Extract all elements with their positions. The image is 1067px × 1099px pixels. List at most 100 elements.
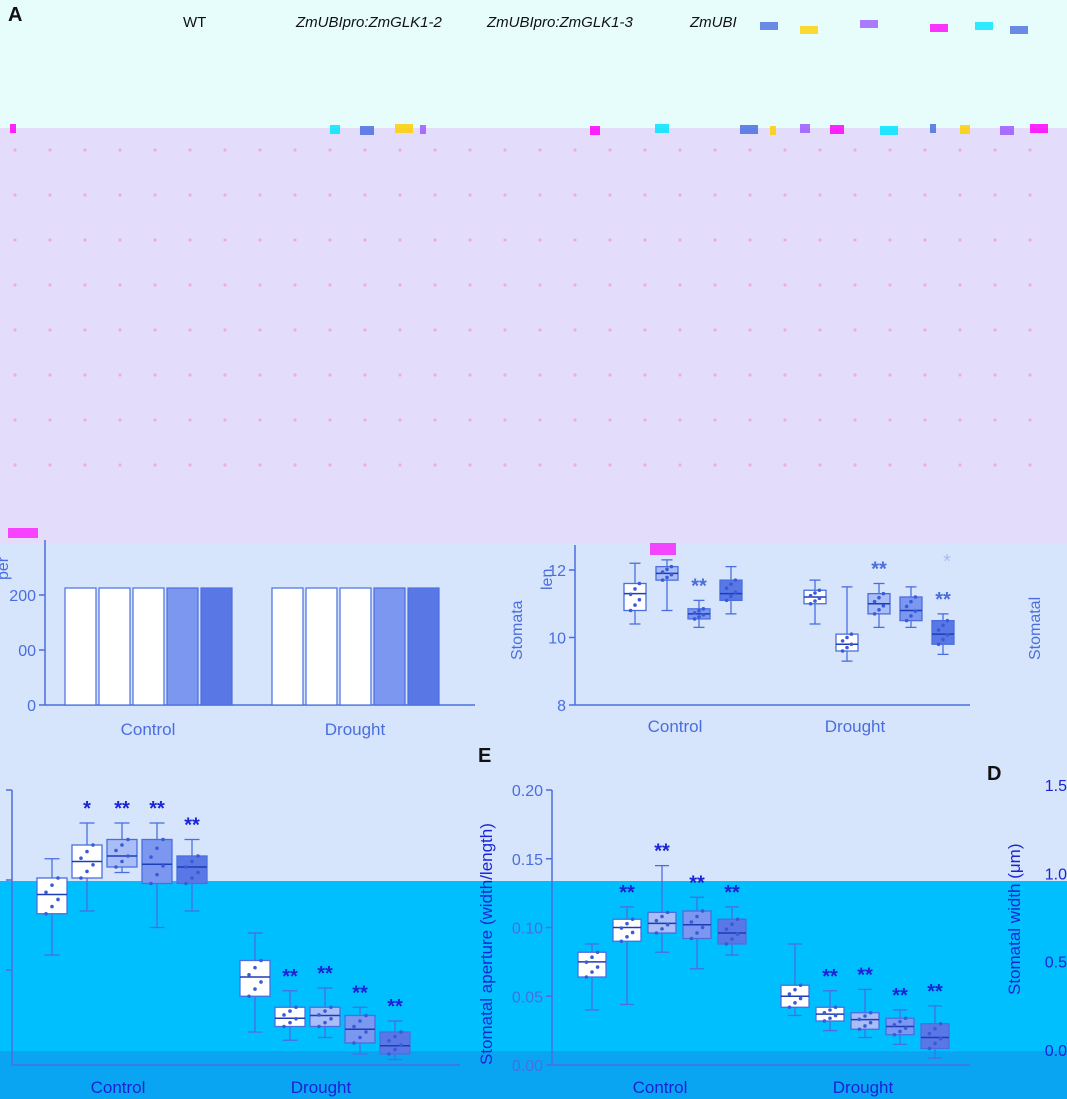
artifact-dot	[748, 328, 752, 332]
artifact-dot	[853, 463, 857, 467]
artifact-dot	[923, 373, 927, 377]
artifact-block	[975, 22, 993, 30]
e-point	[595, 950, 600, 955]
bl-significance-label: **	[149, 798, 165, 820]
len-point	[913, 595, 918, 599]
artifact-dot	[888, 238, 892, 242]
len-point	[936, 642, 941, 647]
artifact-dot	[853, 148, 857, 152]
e-significance-label: **	[822, 966, 838, 988]
bl-point	[253, 987, 257, 991]
artifact-block	[1030, 124, 1048, 133]
artifact-dot	[1028, 463, 1032, 467]
e-point	[689, 936, 694, 941]
artifact-dot	[748, 283, 752, 287]
artifact-dot	[783, 193, 787, 197]
bl-point	[120, 859, 124, 864]
len-point	[669, 572, 674, 577]
artifact-dot	[293, 328, 297, 332]
artifact-dot	[1028, 148, 1032, 152]
len-point	[849, 642, 854, 647]
len-point	[881, 603, 886, 608]
artifact-dot	[153, 418, 157, 422]
artifact-dot	[223, 463, 227, 467]
artifact-dot	[293, 238, 297, 242]
e-point	[700, 909, 705, 913]
artifact-dot	[188, 193, 192, 197]
artifact-dot	[83, 463, 87, 467]
artifact-dot	[853, 283, 857, 287]
len-point	[813, 599, 817, 603]
len-point	[669, 564, 674, 569]
e-point	[689, 920, 694, 924]
bl-box	[379, 1031, 411, 1055]
bl-point	[85, 849, 89, 854]
len-category-label: Drought	[825, 717, 886, 736]
artifact-dot	[713, 328, 717, 332]
bar-rect	[98, 587, 131, 706]
d-ylabel: Stomatal width (μm)	[1005, 844, 1024, 996]
e-point	[665, 910, 670, 915]
len-box	[835, 633, 859, 652]
e-point	[730, 937, 734, 941]
len-point	[840, 649, 845, 653]
artifact-dot	[223, 238, 227, 242]
artifact-block	[800, 124, 810, 133]
len-point	[724, 598, 729, 603]
artifact-dot	[223, 283, 227, 287]
bl-significance-label: **	[184, 815, 200, 837]
bl-point	[399, 1030, 403, 1034]
len-point	[729, 594, 733, 599]
e-point	[730, 922, 734, 926]
artifact-block	[1010, 26, 1028, 34]
artifact-dot	[468, 193, 472, 197]
bl-significance-label: **	[352, 982, 368, 1004]
d-tick-label: 0.5	[1045, 955, 1067, 972]
artifact-dot	[923, 193, 927, 197]
bl-point	[196, 854, 200, 858]
artifact-dot	[748, 418, 752, 422]
artifact-dot	[433, 373, 437, 377]
bl-box	[274, 1006, 306, 1028]
artifact-dot	[958, 283, 962, 287]
artifact-dot	[958, 193, 962, 197]
artifact-dot	[153, 283, 157, 287]
artifact-dot	[888, 373, 892, 377]
artifact-dot	[48, 283, 52, 287]
artifact-dot	[818, 373, 822, 377]
bl-point	[358, 1019, 362, 1023]
artifact-dot	[993, 148, 997, 152]
artifact-dot	[83, 238, 87, 242]
artifact-dot	[818, 283, 822, 287]
header-label-zmubi: ZmUBI	[690, 14, 737, 31]
artifact-dot	[258, 238, 262, 242]
artifact-dot	[503, 463, 507, 467]
bl-point	[282, 1024, 286, 1029]
e-point	[700, 925, 705, 930]
artifact-block	[330, 125, 340, 134]
bl-significance-label: *	[83, 798, 91, 820]
e-point	[665, 922, 670, 927]
bl-point	[352, 1041, 356, 1045]
len-point	[845, 635, 849, 640]
e-point	[898, 1029, 902, 1034]
artifact-dot	[608, 238, 612, 242]
artifact-dot	[118, 238, 122, 242]
bl-point	[294, 1005, 298, 1010]
artifact-dot	[503, 193, 507, 197]
artifact-dot	[48, 193, 52, 197]
artifact-dot	[678, 373, 682, 377]
e-tick-label: 0.15	[512, 852, 543, 869]
e-point	[933, 1041, 937, 1046]
len-point	[849, 632, 854, 636]
artifact-dot	[538, 148, 542, 152]
e-point	[927, 1046, 932, 1051]
bl-point	[247, 994, 251, 999]
artifact-dot	[853, 238, 857, 242]
artifact-block	[830, 125, 844, 134]
artifact-dot	[713, 418, 717, 422]
artifact-dot	[888, 283, 892, 287]
artifact-dot	[538, 463, 542, 467]
artifact-dot	[293, 193, 297, 197]
artifact-dot	[503, 418, 507, 422]
